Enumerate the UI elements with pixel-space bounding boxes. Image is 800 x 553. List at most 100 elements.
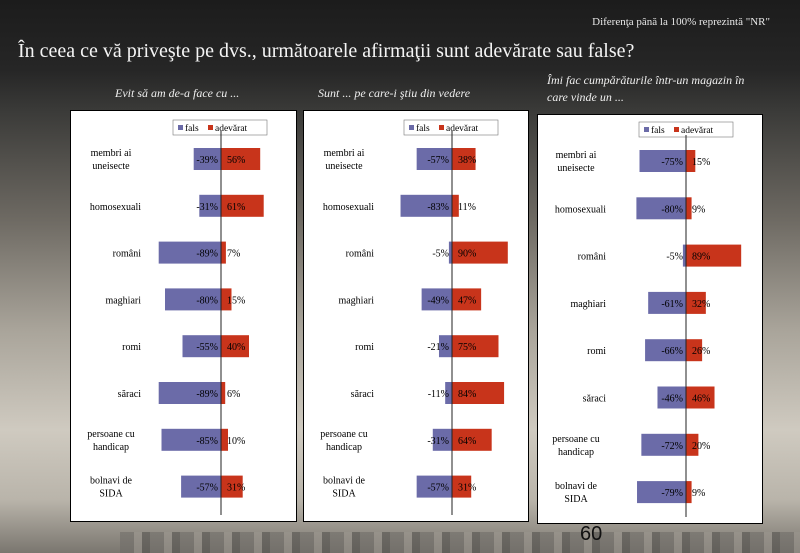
- bar-fals: [421, 288, 452, 311]
- note-nr: Diferenţa până la 100% reprezintă "NR": [592, 16, 770, 28]
- data-label-fals: -11%: [428, 389, 449, 400]
- legend-swatch-adevarat: [439, 125, 444, 130]
- bar-fals: [199, 194, 221, 217]
- bar-adevarat: [452, 428, 492, 451]
- legend: fals adevărat: [172, 119, 268, 136]
- chart2-subtitle: Sunt ... pe care-i ştiu din vedere: [318, 86, 471, 100]
- bar-fals: [641, 433, 686, 456]
- bar-adevarat: [221, 428, 228, 451]
- bar-adevarat: [686, 150, 696, 172]
- data-label-fals: -57%: [196, 483, 218, 494]
- legend-box: [172, 119, 268, 136]
- data-label-fals: -21%: [427, 342, 449, 353]
- data-label-fals: -31%: [196, 202, 218, 213]
- bar-fals: [400, 194, 452, 217]
- bar-adevarat: [221, 335, 249, 358]
- category-label: persoane cu handicap: [87, 429, 134, 453]
- data-label-adevarat: 9%: [692, 204, 705, 215]
- bar-fals: [645, 339, 686, 362]
- bar-fals: [165, 288, 221, 311]
- data-label-fals: -83%: [427, 202, 449, 213]
- data-label-adevarat: 7%: [227, 249, 240, 260]
- legend-swatch-adevarat: [208, 125, 213, 130]
- data-label-fals: -89%: [196, 389, 218, 400]
- bar-fals: [181, 475, 221, 498]
- data-label-fals: -5%: [432, 249, 449, 260]
- category-label: persoane cu handicap: [552, 434, 599, 458]
- bar-fals: [448, 241, 452, 264]
- data-label-adevarat: 6%: [227, 389, 240, 400]
- chart2-panel: fals adevărat -57% 38% membri ai uneisecte -83…: [303, 110, 529, 522]
- data-label-fals: -55%: [196, 342, 218, 353]
- chart3-subtitle: Îmi fac cumpărăturile într-un magazin în…: [547, 73, 745, 104]
- data-label-adevarat: 89%: [692, 252, 710, 263]
- legend-label-fals: fals: [651, 125, 665, 136]
- category-label: săraci: [583, 394, 607, 405]
- category-label: romi: [587, 346, 606, 357]
- legend-label-adevarat: adevărat: [215, 124, 248, 134]
- data-label-fals: -46%: [661, 394, 683, 405]
- bar-fals: [416, 475, 452, 498]
- bar-adevarat: [686, 386, 715, 409]
- page-number: 60: [580, 523, 603, 545]
- bar-adevarat: [452, 475, 472, 498]
- bar-adevarat: [452, 288, 482, 311]
- bar-fals: [657, 386, 686, 409]
- chart3-panel: fals adevărat -75% 15% membri ai uneisecte -80…: [537, 114, 763, 524]
- data-label-adevarat: 15%: [692, 157, 710, 168]
- data-label-fals: -79%: [661, 488, 683, 499]
- bar-fals: [648, 291, 686, 314]
- legend-swatch-adevarat: [674, 127, 679, 132]
- data-label-adevarat: 84%: [458, 389, 476, 400]
- background-photo-strip: [120, 532, 800, 553]
- bar-fals: [182, 335, 221, 358]
- data-label-adevarat: 10%: [227, 436, 245, 447]
- bar-adevarat: [452, 382, 505, 404]
- data-label-adevarat: 75%: [458, 342, 476, 353]
- category-label: membri ai uneisecte: [324, 148, 365, 172]
- category-label: maghiari: [105, 295, 141, 306]
- data-label-adevarat: 26%: [692, 346, 710, 357]
- data-label-fals: -80%: [196, 295, 218, 306]
- bar-adevarat: [221, 194, 264, 217]
- data-label-fals: -57%: [427, 155, 449, 166]
- bar-adevarat: [686, 433, 699, 456]
- bar-adevarat: [221, 382, 226, 404]
- bar-adevarat: [686, 291, 706, 314]
- data-label-adevarat: 11%: [458, 202, 476, 213]
- data-label-fals: -31%: [427, 436, 449, 447]
- category-label: maghiari: [338, 295, 374, 306]
- bar-fals: [438, 335, 452, 358]
- legend-label-adevarat: adevărat: [681, 126, 714, 136]
- data-label-adevarat: 40%: [227, 342, 245, 353]
- bar-fals: [636, 197, 686, 220]
- bar-adevarat: [686, 481, 692, 504]
- bar-adevarat: [221, 148, 261, 170]
- bar-fals: [158, 241, 221, 264]
- bar-fals: [639, 150, 686, 172]
- legend-swatch-fals: [409, 125, 414, 130]
- bar-adevarat: [686, 339, 703, 362]
- data-label-fals: -75%: [661, 157, 683, 168]
- bar-adevarat: [221, 241, 226, 264]
- chart1-svg: fals adevărat -39% 56% membri ai uneisecte -31…: [87, 119, 268, 515]
- data-label-adevarat: 9%: [692, 488, 705, 499]
- page-title: În ceea ce vă priveşte pe dvs., următoar…: [18, 40, 635, 62]
- bar-adevarat: [686, 197, 692, 220]
- category-label: homosexuali: [323, 202, 374, 213]
- bar-adevarat: [221, 475, 243, 498]
- chart2-svg: fals adevărat -57% 38% membri ai uneisecte -83…: [320, 119, 508, 515]
- bar-fals: [682, 244, 686, 267]
- data-label-adevarat: 46%: [692, 394, 710, 405]
- data-label-adevarat: 20%: [692, 441, 710, 452]
- bar-fals: [193, 148, 221, 170]
- data-label-adevarat: 31%: [227, 483, 245, 494]
- category-label: români: [113, 249, 142, 260]
- data-label-adevarat: 61%: [227, 202, 245, 213]
- category-label: persoane cu handicap: [320, 429, 367, 453]
- data-label-fals: -39%: [196, 155, 218, 166]
- data-label-fals: -72%: [661, 441, 683, 452]
- category-label: maghiari: [570, 299, 606, 310]
- category-label: bolnavi de SIDA: [555, 481, 597, 505]
- bar-adevarat: [452, 335, 499, 358]
